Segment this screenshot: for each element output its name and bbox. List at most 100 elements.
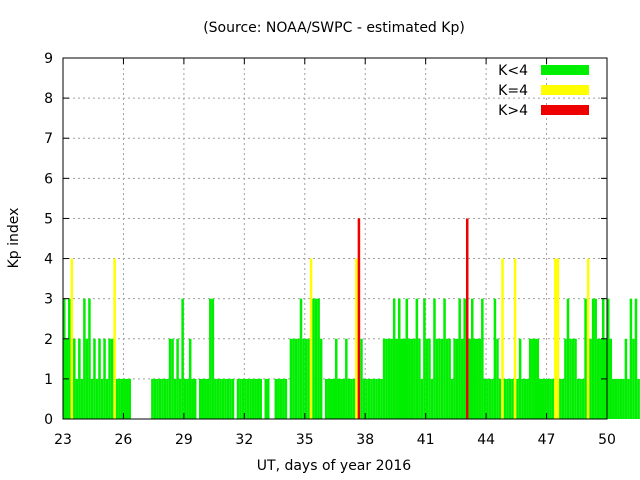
- legend: K<4 K=4 K>4: [498, 63, 589, 119]
- kp-bar: [284, 378, 288, 419]
- kp-bar: [156, 378, 159, 419]
- kp-bar: [609, 338, 613, 419]
- kp-bar: [186, 378, 189, 419]
- kp-bar: [556, 258, 560, 419]
- x-tick-label: 38: [356, 432, 374, 448]
- kp-bar: [231, 378, 235, 419]
- kp-bar: [151, 378, 154, 419]
- kp-bar: [589, 338, 592, 419]
- kp-bar: [478, 338, 482, 419]
- kp-bar: [209, 298, 212, 419]
- y-tick-labels: 0 1 2 3 4 5 6 7 8 9: [44, 51, 53, 428]
- kp-bar: [476, 338, 479, 419]
- kp-bar: [599, 338, 602, 419]
- kp-bar: [294, 338, 298, 419]
- kp-bar: [199, 378, 202, 419]
- x-tick-label: 23: [54, 432, 72, 448]
- y-tick-label: 2: [44, 332, 53, 348]
- kp-bar: [526, 378, 529, 419]
- kp-bar: [486, 378, 489, 419]
- kp-bar: [390, 338, 393, 419]
- kp-bar: [319, 338, 323, 419]
- kp-bar: [511, 378, 514, 419]
- x-axis-title: UT, days of year 2016: [257, 458, 412, 474]
- kp-bar: [544, 378, 547, 419]
- y-tick-label: 3: [44, 292, 53, 308]
- kp-bar: [458, 298, 461, 419]
- kp-bar: [188, 338, 192, 419]
- kp-bar: [425, 338, 429, 419]
- kp-bar: [410, 338, 414, 419]
- kp-bar: [581, 378, 585, 419]
- kp-bar: [297, 338, 300, 419]
- kp-bar: [362, 378, 366, 419]
- y-tick-label: 1: [44, 372, 53, 388]
- kp-bar: [564, 338, 567, 419]
- kp-bar: [163, 378, 167, 419]
- kp-bar: [586, 258, 590, 419]
- kp-bar: [216, 378, 220, 419]
- kp-bar: [498, 378, 502, 419]
- kp-bar: [90, 378, 94, 419]
- kp-bar: [337, 378, 341, 419]
- kp-bar: [453, 338, 456, 419]
- y-tick-label: 5: [44, 211, 53, 227]
- kp-bar: [193, 378, 197, 419]
- kp-bar: [289, 338, 293, 419]
- kp-bar: [634, 298, 638, 419]
- kp-bar: [377, 378, 381, 419]
- y-tick-label: 7: [44, 131, 53, 147]
- kp-bar: [571, 338, 575, 419]
- kp-bar: [219, 378, 222, 419]
- kp-bar: [191, 378, 194, 419]
- kp-bar: [614, 378, 618, 419]
- kp-bar: [365, 378, 368, 419]
- kp-bar: [357, 218, 361, 419]
- kp-bar: [420, 378, 424, 419]
- kp-bar: [408, 338, 411, 419]
- kp-bar: [279, 378, 283, 419]
- kp-bar: [523, 378, 527, 419]
- kp-bar: [413, 338, 416, 419]
- kp-bar: [435, 338, 439, 419]
- kp-bar: [430, 378, 434, 419]
- kp-bar: [372, 378, 376, 419]
- kp-bar: [324, 378, 328, 419]
- kp-bar: [153, 378, 157, 419]
- kp-bar: [274, 378, 278, 419]
- chart-title: (Source: NOAA/SWPC - estimated Kp): [203, 20, 465, 36]
- kp-bar: [241, 378, 245, 419]
- x-tick-label: 29: [175, 432, 193, 448]
- kp-bar: [405, 298, 409, 419]
- kp-bar: [211, 298, 215, 419]
- x-tick-labels: 23 26 29 32 35 38 41 44 47 50: [54, 432, 616, 448]
- kp-bar: [299, 298, 303, 419]
- kp-bar: [120, 378, 124, 419]
- kp-bar: [340, 378, 343, 419]
- kp-bar: [221, 378, 225, 419]
- kp-bar: [617, 378, 620, 419]
- kp-bar: [395, 338, 398, 419]
- kp-bar: [201, 378, 205, 419]
- kp-bar: [450, 378, 454, 419]
- legend-label: K<4: [498, 63, 528, 79]
- kp-bar: [317, 298, 320, 419]
- kp-bar: [607, 298, 610, 419]
- kp-bar: [579, 378, 582, 419]
- kp-bar: [110, 338, 114, 419]
- tick-marks: [62, 57, 608, 420]
- kp-bar: [473, 338, 477, 419]
- kp-bar: [267, 378, 270, 419]
- kp-bar: [206, 378, 210, 419]
- kp-bar: [471, 298, 474, 419]
- kp-bar: [521, 378, 524, 419]
- plot-frame: [62, 57, 608, 420]
- kp-bar: [327, 378, 330, 419]
- kp-bar: [619, 378, 623, 419]
- kp-bar: [380, 378, 383, 419]
- kp-bar: [335, 338, 338, 419]
- kp-bar: [443, 298, 446, 419]
- kp-bar: [468, 338, 471, 419]
- kp-bar: [559, 378, 562, 419]
- kp-bar: [73, 338, 76, 419]
